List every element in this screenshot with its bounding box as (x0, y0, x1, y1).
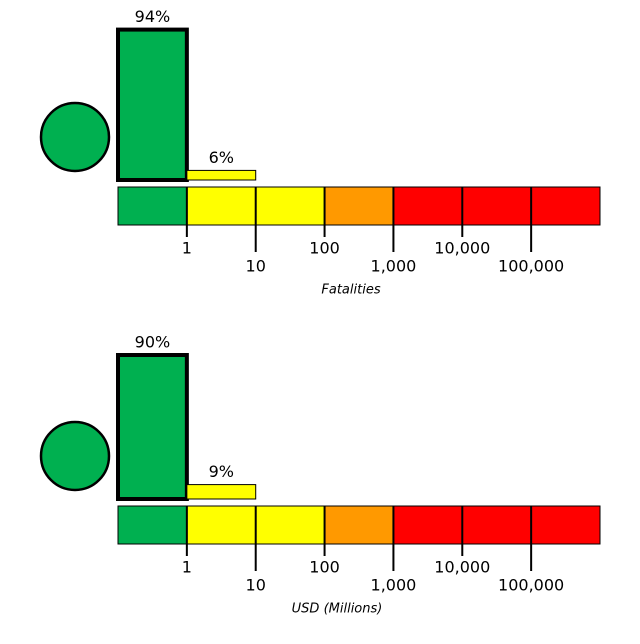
x-axis-label: Fatalities (321, 283, 380, 298)
scale-cell (117, 186, 188, 226)
scale-cell (461, 186, 532, 226)
scale-cell (186, 186, 257, 226)
value-label: 6% (209, 148, 234, 167)
x-tick-label: 1,000 (371, 576, 417, 595)
x-tick-label: 1,000 (371, 257, 417, 276)
scale-cell (461, 505, 532, 545)
x-axis-label: USD (Millions) (292, 602, 383, 617)
x-tick-label: 100 (309, 239, 340, 258)
x-tick-label: 100 (309, 558, 340, 577)
bar (186, 169, 257, 181)
bar (116, 27, 189, 182)
scale-cell (530, 505, 601, 545)
bar (186, 484, 257, 500)
x-tick-label: 1 (182, 558, 192, 577)
scale-cell (392, 505, 463, 545)
alert-circle (39, 420, 111, 492)
scale-cell (530, 186, 601, 226)
value-label: 9% (209, 462, 234, 481)
scale-cell (324, 505, 394, 545)
x-tick-label: 1 (182, 239, 192, 258)
value-label: 90% (135, 333, 171, 352)
x-tick-label: 100,000 (498, 576, 564, 595)
x-tick-label: 10,000 (434, 239, 490, 258)
x-tick-label: 100,000 (498, 257, 564, 276)
scale-cell (255, 186, 326, 226)
scale-cell (117, 505, 188, 545)
x-tick-label: 10 (246, 257, 266, 276)
x-tick-label: 10 (246, 576, 266, 595)
x-tick-label: 10,000 (434, 558, 490, 577)
value-label: 94% (135, 7, 171, 26)
bar (116, 353, 189, 501)
alert-circle (39, 101, 111, 173)
scale-cell (186, 505, 257, 545)
scale-cell (392, 186, 463, 226)
scale-cell (324, 186, 394, 226)
scale-cell (255, 505, 326, 545)
